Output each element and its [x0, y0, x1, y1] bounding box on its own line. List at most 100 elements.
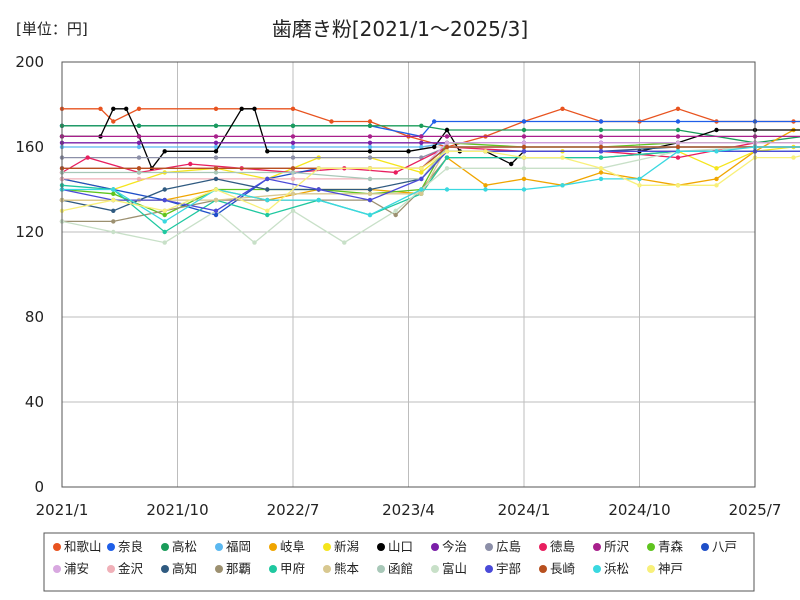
data-point: [111, 187, 116, 192]
data-point: [213, 144, 219, 150]
legend-entry: 岐阜: [280, 539, 305, 554]
data-point: [714, 176, 719, 182]
data-point: [444, 166, 450, 171]
data-point: [265, 208, 270, 213]
data-point: [419, 176, 424, 182]
data-point: [483, 183, 488, 188]
data-point: [483, 149, 488, 154]
series-line: [62, 108, 800, 148]
data-point: [367, 155, 373, 160]
data-point: [213, 208, 219, 213]
legend-marker: [161, 565, 169, 573]
series-24: [59, 149, 800, 213]
data-point: [213, 170, 219, 175]
legend-marker: [431, 543, 439, 551]
legend-marker: [377, 565, 385, 573]
legend-box: [43, 532, 755, 592]
data-point: [316, 187, 321, 192]
legend-entry: 山口: [388, 539, 413, 554]
data-point: [136, 140, 142, 145]
x-tick-label: 2024/1: [498, 501, 551, 519]
data-point: [675, 155, 681, 160]
legend-marker: [269, 543, 277, 551]
data-point: [136, 176, 142, 182]
legend-marker: [647, 543, 655, 551]
data-point: [419, 191, 424, 196]
data-point: [290, 106, 296, 112]
series-line: [62, 146, 800, 223]
data-point: [675, 127, 681, 133]
legend-entry: 青森: [658, 539, 684, 554]
legend-entry: 和歌山: [64, 539, 102, 554]
data-point: [136, 155, 142, 160]
y-tick-label: 40: [25, 393, 44, 411]
data-point: [675, 144, 681, 150]
data-point: [598, 144, 604, 150]
legend-entry: 長崎: [550, 561, 576, 576]
legend-entry: 八戸: [712, 539, 737, 554]
y-tick-label: 0: [34, 478, 44, 496]
legend-entry: 奈良: [118, 539, 143, 554]
data-point: [406, 149, 411, 154]
legend-marker: [53, 543, 61, 551]
data-point: [419, 123, 424, 128]
data-point: [290, 170, 296, 175]
data-point: [393, 170, 398, 175]
data-point: [111, 191, 116, 196]
data-point: [367, 119, 373, 124]
data-point: [290, 140, 296, 145]
data-point: [213, 149, 219, 154]
data-point: [675, 134, 681, 139]
data-point: [598, 170, 604, 175]
legend-marker: [485, 565, 493, 573]
legend-marker: [593, 565, 601, 573]
series-0: [59, 106, 800, 150]
x-tick-label: 2022/7: [267, 501, 320, 519]
data-point: [124, 106, 129, 112]
data-point: [598, 134, 604, 139]
data-point: [213, 140, 219, 145]
data-point: [521, 166, 527, 171]
data-point: [265, 149, 270, 154]
data-point: [393, 212, 398, 218]
data-point: [675, 149, 681, 154]
data-point: [316, 166, 321, 171]
data-point: [367, 176, 373, 182]
legend-entry: 熊本: [334, 561, 360, 576]
data-point: [98, 106, 103, 112]
data-point: [188, 161, 193, 167]
legend-entry: 所沢: [604, 539, 630, 554]
x-tick-label: 2021/1: [36, 501, 89, 519]
data-point: [162, 229, 167, 235]
x-tick-label: 2024/10: [608, 501, 670, 519]
data-point: [85, 155, 90, 160]
data-point: [213, 106, 219, 112]
x-tick-label: 2021/10: [146, 501, 208, 519]
data-point: [162, 187, 167, 192]
y-tick-label: 160: [15, 138, 44, 156]
data-point: [290, 166, 296, 171]
legend-marker: [539, 543, 547, 551]
data-point: [367, 187, 373, 192]
data-point: [290, 134, 296, 139]
data-point: [290, 208, 296, 213]
legend-marker: [593, 543, 601, 551]
data-point: [714, 149, 719, 154]
data-point: [675, 119, 681, 124]
data-point: [252, 240, 257, 245]
data-point: [290, 155, 296, 160]
data-point: [367, 197, 373, 203]
data-point: [213, 123, 219, 128]
data-point: [521, 119, 527, 124]
series-2: [59, 123, 800, 145]
data-point: [637, 176, 642, 182]
legend-marker: [107, 543, 115, 551]
data-point: [316, 197, 321, 203]
data-point: [136, 123, 142, 128]
data-point: [290, 176, 296, 182]
series-line: [62, 120, 800, 138]
data-point: [239, 106, 244, 112]
legend-marker: [215, 565, 223, 573]
data-point: [367, 212, 373, 218]
data-point: [367, 166, 373, 171]
